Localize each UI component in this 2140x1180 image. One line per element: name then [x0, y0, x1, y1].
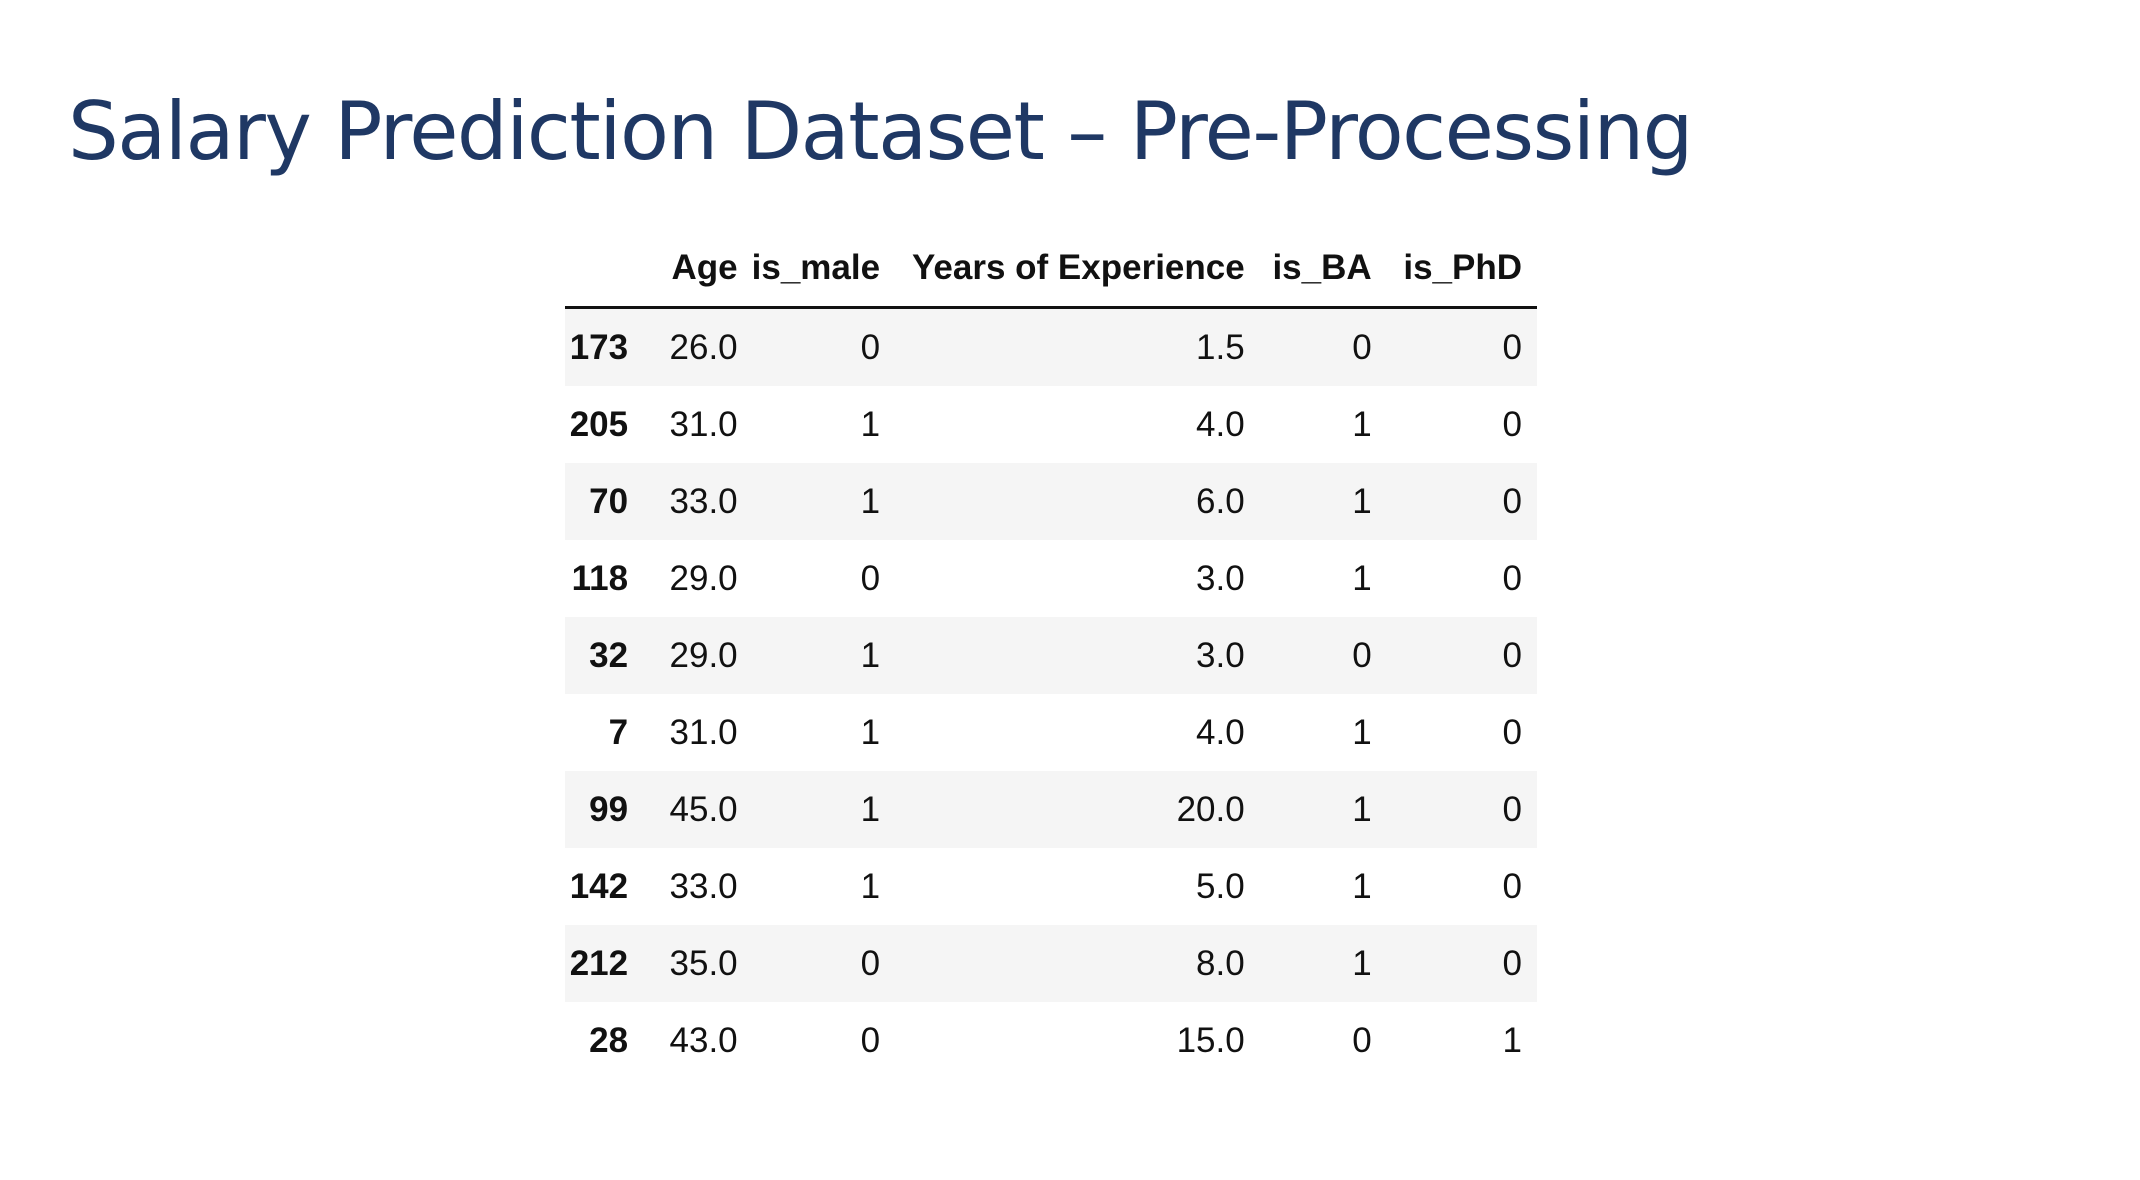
cell-is-phd: 1 [1502, 1020, 1522, 1060]
row-index-cell: 212 [569, 943, 629, 983]
cell-is-male: 1 [860, 635, 881, 675]
cell-is-male: 1 [860, 712, 881, 752]
cell-is-male: 0 [860, 327, 881, 367]
cell-is-phd: 0 [1502, 481, 1522, 521]
cell-is-male: 0 [860, 943, 881, 983]
cell-age: 33.0 [669, 866, 738, 906]
dataframe-table: Age is_male Years of Experience is_BA is… [565, 230, 1537, 1079]
header-age: Age [636, 230, 738, 309]
cell-is-ba: 1 [1352, 789, 1372, 829]
cell-age: 33.0 [669, 481, 738, 521]
cell-is-phd: 0 [1502, 712, 1522, 752]
cell-is-ba: 1 [1352, 866, 1372, 906]
slide-title: Salary Prediction Dataset – Pre-Processi… [68, 85, 1693, 178]
cell-is-ba: 0 [1352, 635, 1372, 675]
header-years-of-experience: Years of Experience [895, 230, 1260, 309]
cell-is-ba: 0 [1352, 327, 1372, 367]
row-index-cell: 7 [608, 712, 629, 752]
cell-age: 31.0 [669, 404, 738, 444]
table-row: 32 29.0 1 3.0 0 0 [565, 617, 1537, 694]
cell-is-male: 0 [860, 558, 881, 598]
cell-years-of-experience: 3.0 [1196, 635, 1245, 675]
table-row: 142 33.0 1 5.0 1 0 [565, 848, 1537, 925]
cell-is-phd: 0 [1502, 327, 1522, 367]
table-row: 205 31.0 1 4.0 1 0 [565, 386, 1537, 463]
cell-age: 45.0 [669, 789, 738, 829]
cell-is-male: 1 [860, 481, 881, 521]
cell-is-ba: 0 [1352, 1020, 1372, 1060]
cell-is-ba: 1 [1352, 558, 1372, 598]
cell-is-male: 1 [860, 866, 881, 906]
cell-years-of-experience: 20.0 [1176, 789, 1245, 829]
table-row: 118 29.0 0 3.0 1 0 [565, 540, 1537, 617]
cell-is-male: 1 [860, 404, 881, 444]
cell-is-ba: 1 [1352, 712, 1372, 752]
cell-years-of-experience: 3.0 [1196, 558, 1245, 598]
header-index-cell [565, 230, 637, 309]
row-index-cell: 205 [569, 404, 629, 444]
header-is-phd: is_PhD [1386, 230, 1537, 309]
row-index-cell: 142 [569, 866, 629, 906]
cell-years-of-experience: 15.0 [1176, 1020, 1245, 1060]
cell-is-phd: 0 [1502, 943, 1522, 983]
cell-is-phd: 0 [1502, 558, 1522, 598]
cell-is-phd: 0 [1502, 635, 1522, 675]
cell-years-of-experience: 1.5 [1196, 327, 1245, 367]
cell-age: 29.0 [669, 558, 738, 598]
cell-years-of-experience: 8.0 [1196, 943, 1245, 983]
cell-years-of-experience: 5.0 [1196, 866, 1245, 906]
cell-age: 26.0 [669, 327, 738, 367]
cell-is-ba: 1 [1352, 404, 1372, 444]
table-row: 173 26.0 0 1.5 0 0 [565, 307, 1537, 386]
cell-is-ba: 1 [1352, 943, 1372, 983]
table-row: 28 43.0 0 15.0 0 1 [565, 1002, 1537, 1079]
cell-is-ba: 1 [1352, 481, 1372, 521]
table-row: 212 35.0 0 8.0 1 0 [565, 925, 1537, 1002]
row-index-cell: 70 [589, 481, 629, 521]
cell-years-of-experience: 4.0 [1196, 712, 1245, 752]
cell-age: 35.0 [669, 943, 738, 983]
table-row: 99 45.0 1 20.0 1 0 [565, 771, 1537, 848]
cell-is-phd: 0 [1502, 789, 1522, 829]
row-index-cell: 99 [589, 789, 629, 829]
table-body: 173 26.0 0 1.5 0 0 205 31.0 1 4.0 1 0 70 33.0 1 6.0 1 0 11… [565, 307, 1537, 1079]
header-is-male: is_male [737, 230, 896, 309]
cell-is-male: 1 [860, 789, 881, 829]
row-index-cell: 28 [589, 1020, 629, 1060]
header-row: Age is_male Years of Experience is_BA is… [565, 230, 1537, 309]
cell-is-male: 0 [860, 1020, 881, 1060]
table-row: 70 33.0 1 6.0 1 0 [565, 463, 1537, 540]
cell-age: 31.0 [669, 712, 738, 752]
row-index-cell: 173 [569, 327, 629, 367]
row-index-cell: 32 [589, 635, 629, 675]
table-header: Age is_male Years of Experience is_BA is… [565, 230, 1537, 309]
cell-years-of-experience: 6.0 [1196, 481, 1245, 521]
header-is-ba: is_BA [1259, 230, 1387, 309]
cell-is-phd: 0 [1502, 404, 1522, 444]
cell-age: 29.0 [669, 635, 738, 675]
dataframe-table-container: Age is_male Years of Experience is_BA is… [565, 230, 1537, 1079]
cell-is-phd: 0 [1502, 866, 1522, 906]
row-index-cell: 118 [571, 558, 629, 598]
cell-age: 43.0 [669, 1020, 738, 1060]
cell-years-of-experience: 4.0 [1196, 404, 1245, 444]
table-row: 7 31.0 1 4.0 1 0 [565, 694, 1537, 771]
